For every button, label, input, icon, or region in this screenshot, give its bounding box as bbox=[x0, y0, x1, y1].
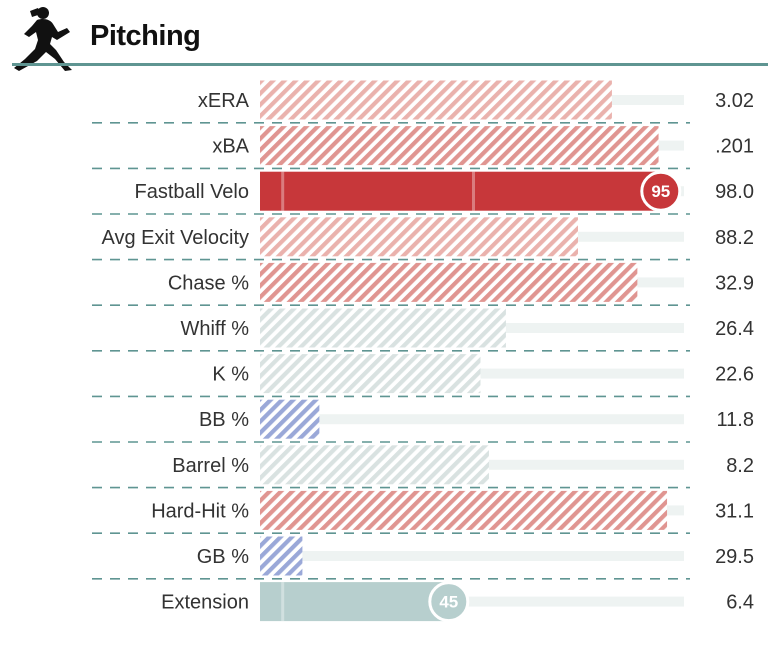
row-label: Hard-Hit % bbox=[151, 500, 249, 522]
percentile-bar bbox=[260, 217, 578, 257]
track-bar bbox=[260, 551, 684, 561]
row-label: Avg Exit Velocity bbox=[102, 227, 249, 249]
row-value: 8.2 bbox=[726, 455, 754, 477]
row-value: 31.1 bbox=[715, 500, 754, 522]
row-value: .201 bbox=[715, 136, 754, 158]
section-header: Pitching bbox=[0, 0, 774, 72]
page-title: Pitching bbox=[90, 20, 201, 52]
percentile-bar bbox=[260, 354, 481, 394]
percentile-bar bbox=[260, 126, 659, 166]
row-label: Fastball Velo bbox=[134, 181, 249, 203]
bar-gridline bbox=[472, 171, 475, 211]
row-label: Barrel % bbox=[172, 455, 249, 477]
percentile-bar bbox=[260, 445, 489, 485]
percentile-bar bbox=[260, 308, 506, 348]
row-label: K % bbox=[212, 364, 249, 386]
percentile-bar bbox=[260, 536, 303, 576]
pitcher-silhouette-icon bbox=[14, 7, 72, 71]
percentile-badge-text: 45 bbox=[439, 593, 458, 612]
row-value: 32.9 bbox=[715, 272, 754, 294]
percentile-badge-text: 95 bbox=[651, 182, 670, 201]
track-bar bbox=[260, 414, 684, 425]
row-label: xERA bbox=[198, 90, 250, 112]
row-value: 88.2 bbox=[715, 227, 754, 249]
row-label: Chase % bbox=[168, 272, 249, 294]
row-value: 6.4 bbox=[726, 592, 754, 614]
header-divider bbox=[12, 63, 768, 66]
percentile-bar bbox=[260, 399, 320, 439]
percentile-bar bbox=[260, 171, 663, 211]
row-label: GB % bbox=[197, 546, 249, 568]
percentile-badge bbox=[640, 170, 682, 212]
row-value: 26.4 bbox=[715, 318, 754, 340]
percentile-bar bbox=[260, 582, 451, 622]
row-label: Whiff % bbox=[180, 318, 249, 340]
row-value: 22.6 bbox=[715, 364, 754, 386]
percentile-badge bbox=[428, 581, 470, 623]
bar-gridline bbox=[281, 582, 285, 622]
row-label: Extension bbox=[161, 592, 249, 614]
row-label: xBA bbox=[212, 136, 249, 158]
bar-gridline bbox=[281, 171, 285, 211]
row-value: 3.02 bbox=[715, 90, 754, 112]
percentile-bar bbox=[260, 262, 638, 302]
row-label: BB % bbox=[199, 409, 249, 431]
row-value: 29.5 bbox=[715, 546, 754, 568]
row-value: 11.8 bbox=[717, 409, 754, 431]
track-bar bbox=[260, 596, 684, 607]
row-value: 98.0 bbox=[715, 181, 754, 203]
percentile-bar bbox=[260, 80, 612, 120]
percentile-bar bbox=[260, 490, 668, 530]
